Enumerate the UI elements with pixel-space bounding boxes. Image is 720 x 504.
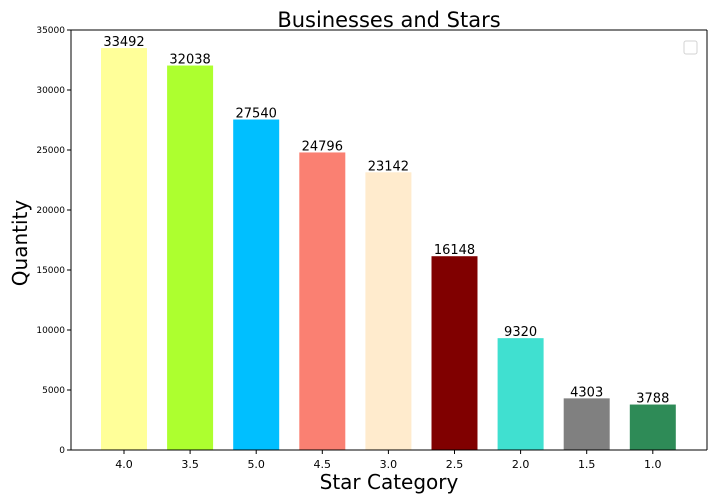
data-label-4.5: 24796 [302,139,343,154]
x-ticks-layer: 4.0 3.5 5.0 4.5 3.0 2.5 2.0 1.5 1.0 [115,450,662,471]
x-axis-label: Star Category [320,470,459,494]
chart-title: Businesses and Stars [277,8,500,32]
axes-layer [70,29,708,451]
data-label-5.0: 27540 [236,107,277,122]
data-label-2.0: 9320 [504,325,537,340]
y-tick-label-35000: 35000 [36,26,65,36]
y-ticks-layer: 0 5000 10000 15000 20000 25000 30000 35000 [36,26,71,456]
data-label-1.5: 4303 [570,385,603,400]
x-tick-label-4.0: 4.0 [115,458,133,471]
y-tick-label-30000: 30000 [36,86,65,96]
bar-1.0 [629,404,676,450]
x-tick-label-2.5: 2.5 [446,458,464,471]
y-tick-label-20000: 20000 [36,206,65,216]
data-label-3.5: 32038 [169,53,210,68]
bars-layer [101,48,676,451]
bar-5.0 [233,119,280,451]
bar-3.5 [167,65,214,450]
value-labels-layer: 33492 32038 27540 24796 23142 16148 9320 4303 37… [103,35,669,406]
bar-2.0 [497,338,544,450]
bar-1.5 [563,398,610,450]
bar-4.0 [101,48,147,450]
bar-2.5 [431,256,478,450]
y-tick-label-15000: 15000 [36,266,65,276]
y-tick-label-5000: 5000 [42,386,65,396]
data-label-1.0: 3788 [636,392,669,407]
y-tick-label-10000: 10000 [36,326,65,336]
bar-3.0 [365,172,412,451]
bar-4.5 [299,152,346,450]
data-label-4.0: 33492 [103,35,144,50]
data-label-2.5: 16148 [434,243,475,258]
data-label-3.0: 23142 [368,159,409,174]
x-tick-label-1.0: 1.0 [644,458,662,471]
x-tick-label-5.0: 5.0 [247,458,265,471]
x-tick-label-3.5: 3.5 [181,458,199,471]
y-axis-label: Quantity [8,200,32,287]
y-tick-label-0: 0 [59,446,65,456]
x-tick-label-4.5: 4.5 [314,458,332,471]
legend-box [683,40,698,55]
y-tick-label-25000: 25000 [36,146,65,156]
x-tick-label-2.0: 2.0 [512,458,530,471]
x-tick-label-1.5: 1.5 [578,458,596,471]
x-tick-label-3.0: 3.0 [380,458,398,471]
